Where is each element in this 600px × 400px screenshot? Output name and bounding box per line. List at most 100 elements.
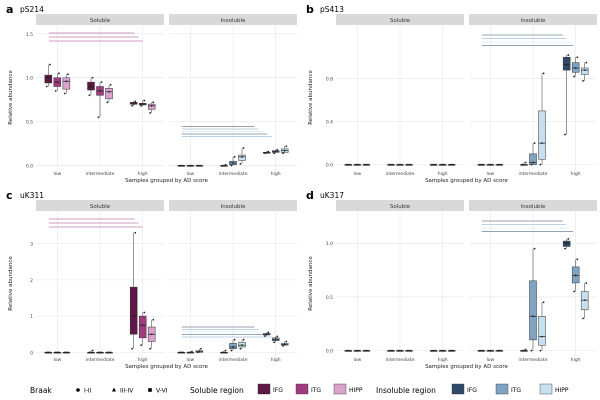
facet-soluble: Soluble low intermediate high [336,200,464,363]
box-intermediate-itg [229,155,237,167]
sample-point [354,349,357,352]
sample-point [99,351,101,354]
x-tick-label: high [438,171,448,177]
panel-d: d uK317 Relative abundance Samples grouped … [306,189,597,370]
sample-point [363,163,366,166]
box-high-ifg [562,238,571,250]
sample-point [441,349,444,352]
box-intermediate-ifg [220,163,228,167]
legend-soluble-label: IFG [273,387,283,394]
sample-point [358,349,360,352]
sample-point [233,338,236,341]
facet-strip-label: Soluble [90,18,111,24]
facet-strip-label: Insoluble [521,204,546,210]
sample-point [90,85,92,88]
sample-point [530,163,533,166]
legend-insoluble-label: IFG [467,387,477,394]
box-intermediate-itg [96,351,104,354]
sample-point [521,163,524,166]
box-intermediate-ifg [87,349,95,354]
sample-point [363,349,366,352]
sample-point [541,335,543,338]
sample-point [178,351,181,354]
legend-braak-symbol [148,388,152,392]
sample-point [452,349,455,352]
y-tick-label: 1.5 [26,32,33,38]
y-tick-label: 0.0 [326,163,333,169]
box-low-ifg [344,163,353,166]
panel-letter: d [306,189,314,202]
legend-insoluble-swatch [495,383,509,395]
y-tick-label: 0.4 [326,120,333,126]
sample-point [273,152,275,155]
facet-soluble: Soluble low intermediate high [36,200,164,363]
sample-point [54,351,57,354]
sample-point [267,150,270,153]
sample-point [399,163,401,166]
sample-point [496,349,499,352]
sample-point [108,351,110,354]
sample-point [221,164,224,167]
facet-strip [169,200,297,211]
facet-strip-label: Insoluble [221,18,246,24]
box-low-itg [353,163,362,166]
sample-point [358,163,360,166]
legend-braak-symbol [112,387,116,392]
x-axis-label: Samples grouped by AD score [425,178,508,184]
facet-strip [469,14,597,25]
box-intermediate-hipp [238,147,246,165]
box-intermediate-itg [396,349,404,352]
sample-point [500,349,502,352]
sample-point [131,347,133,350]
sample-point [576,258,579,261]
sample-point [365,349,368,352]
sample-point [233,155,236,158]
sample-point [347,349,350,352]
legend-soluble-label: HIPP [349,387,363,394]
sample-point [356,163,359,166]
sample-point [500,163,502,166]
box-body [138,315,147,339]
box-low-itg [186,350,195,354]
sample-point [408,163,410,166]
facet-strip [336,14,464,25]
sample-point [408,349,410,352]
sample-point [409,349,412,352]
legend-insoluble-label: HIPP [555,387,569,394]
box-high-hipp [147,318,156,350]
sample-point [440,349,442,352]
legend-braak-title: Braak [30,386,52,395]
box-intermediate-ifg [520,348,528,352]
y-axis-label: Relative abundance [8,70,14,125]
sample-point [480,163,483,166]
y-tick-label: 0.0 [26,164,33,170]
box-high-ifg [262,150,271,155]
legend-soluble-swatch [333,383,347,395]
sample-point [409,163,412,166]
box-body [62,77,71,90]
sample-point [196,351,199,354]
facet-strip [336,200,464,211]
sample-point [223,351,225,354]
sample-point [347,163,350,166]
sample-point [282,344,284,347]
sample-point [285,340,288,343]
sample-point [524,348,527,351]
y-tick-label: 0.0 [326,349,333,355]
sample-point [487,349,490,352]
sample-point [274,150,277,153]
sample-point [565,242,568,245]
box-low-itg [53,72,62,92]
sample-point [232,346,234,348]
box-high-hipp [147,101,156,114]
x-tick-label: low [53,357,61,363]
x-tick-label: low [186,171,194,177]
x-tick-label: intermediate [86,171,115,177]
sample-point [109,83,112,86]
sample-point [440,163,442,166]
sample-point [106,101,109,104]
x-tick-label: high [571,357,581,363]
legend-soluble-label: ITG [311,387,321,394]
facet-strip-label: Insoluble [221,204,246,210]
x-tick-label: high [571,171,581,177]
